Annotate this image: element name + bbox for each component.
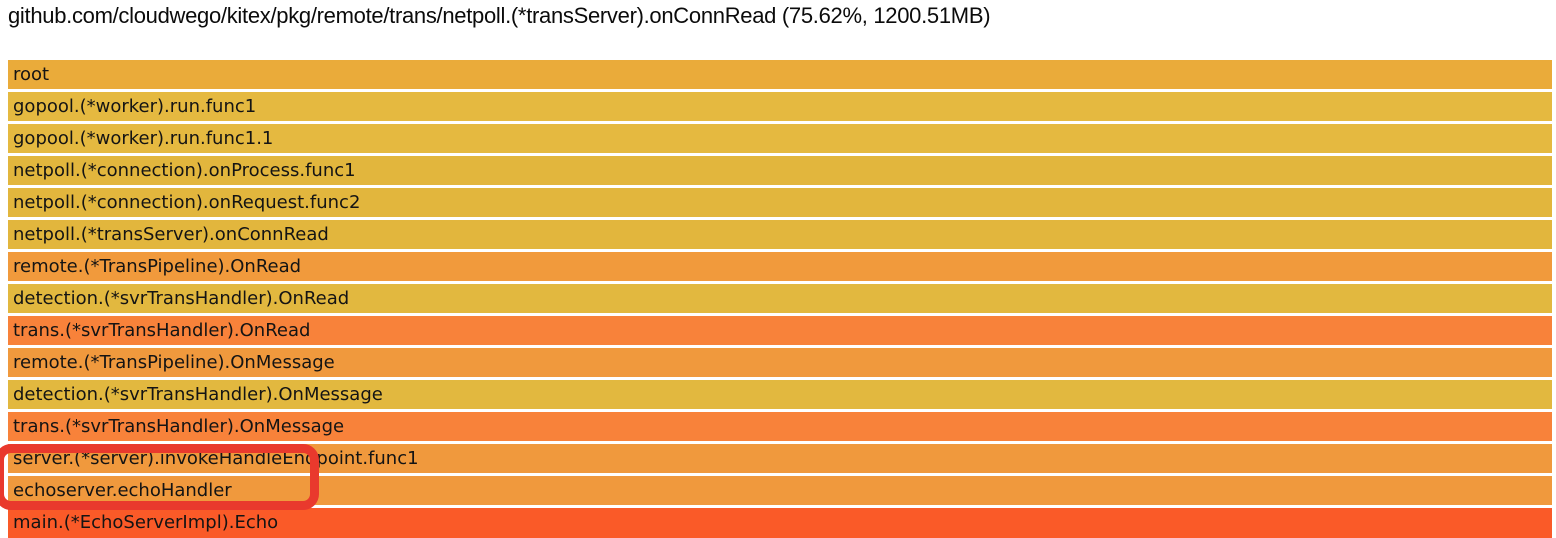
flame-frame[interactable]: trans.(*svrTransHandler).OnRead (8, 316, 1552, 345)
flame-frame-highlighted[interactable]: echoserver.echoHandler (8, 476, 1552, 505)
flame-frame-highlighted[interactable]: server.(*server).invokeHandleEndpoint.fu… (8, 444, 1552, 473)
flame-frame[interactable]: detection.(*svrTransHandler).OnMessage (8, 380, 1552, 409)
flame-frame[interactable]: main.(*EchoServerImpl).Echo (8, 508, 1552, 538)
flame-frame[interactable]: detection.(*svrTransHandler).OnRead (8, 284, 1552, 313)
flame-frame[interactable]: remote.(*TransPipeline).OnMessage (8, 348, 1552, 377)
flame-frame[interactable]: netpoll.(*transServer).onConnRead (8, 220, 1552, 249)
flame-frame[interactable]: netpoll.(*connection).onProcess.func1 (8, 156, 1552, 185)
flame-stack: root gopool.(*worker).run.func1 gopool.(… (8, 60, 1552, 538)
flame-frame[interactable]: netpoll.(*connection).onRequest.func2 (8, 188, 1552, 217)
flame-frame-root[interactable]: root (8, 60, 1552, 89)
flame-frame[interactable]: gopool.(*worker).run.func1 (8, 92, 1552, 121)
flame-frame[interactable]: trans.(*svrTransHandler).OnMessage (8, 412, 1552, 441)
flame-frame[interactable]: gopool.(*worker).run.func1.1 (8, 124, 1552, 153)
flame-frame[interactable]: remote.(*TransPipeline).OnRead (8, 252, 1552, 281)
selected-frame-title: github.com/cloudwego/kitex/pkg/remote/tr… (8, 3, 991, 28)
